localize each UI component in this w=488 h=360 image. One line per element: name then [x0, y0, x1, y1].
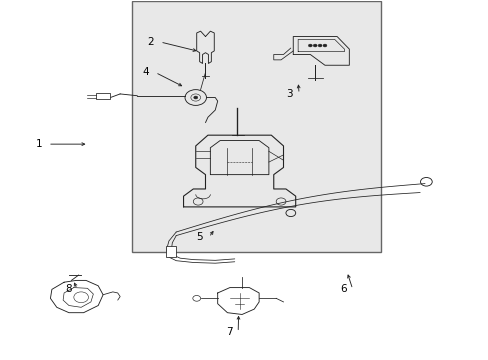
- Bar: [132, 1, 380, 252]
- Text: 8: 8: [64, 284, 71, 294]
- Circle shape: [313, 44, 317, 47]
- Circle shape: [318, 44, 322, 47]
- Bar: [165, 246, 176, 257]
- Text: 1: 1: [36, 139, 42, 149]
- Circle shape: [193, 96, 197, 99]
- Text: 5: 5: [196, 232, 203, 242]
- Text: 2: 2: [147, 37, 154, 47]
- Text: 7: 7: [225, 327, 232, 337]
- Text: 3: 3: [286, 89, 293, 99]
- Text: 4: 4: [142, 67, 149, 77]
- Bar: [96, 93, 110, 99]
- Circle shape: [323, 44, 326, 47]
- Circle shape: [308, 44, 312, 47]
- Text: 6: 6: [340, 284, 346, 294]
